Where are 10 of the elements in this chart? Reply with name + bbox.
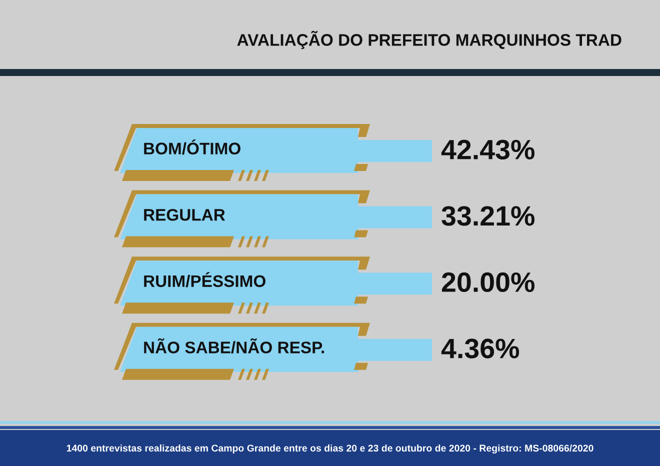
data-label: 20.00%: [442, 272, 534, 292]
category-label: REGULAR: [144, 208, 226, 221]
data-label: 4.36%: [441, 338, 520, 358]
category-label: RUIM/PÉSSIMO: [144, 272, 266, 288]
data-label: 33.21%: [442, 206, 534, 226]
category-label: BOM/ÓTIMO: [144, 140, 240, 155]
category-label: NÃO SABE/NÃO RESP.: [144, 338, 324, 354]
data-label: 42.43%: [441, 140, 534, 160]
text: 1400 entrevistas realizadas em Campo Grande entre os dias 20 e 23 de outubro de 2020 - Registro: MS-08066/2020: [66, 444, 594, 454]
text: AVALIAÇÃO DO PREFEITO MARQUINHOS TRAD: [237, 30, 622, 50]
